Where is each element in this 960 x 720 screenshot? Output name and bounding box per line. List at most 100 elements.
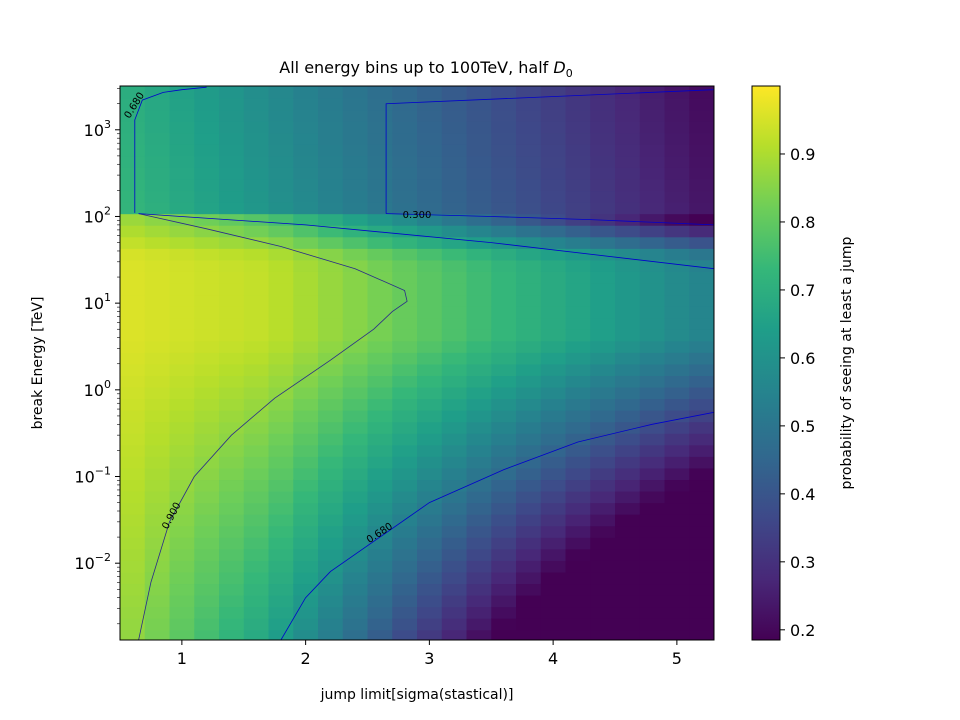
heatmap-cell xyxy=(615,502,641,515)
heatmap-cell xyxy=(219,178,245,192)
heatmap-cell xyxy=(293,433,319,446)
heatmap-cell xyxy=(664,340,690,353)
heatmap-cell xyxy=(417,375,443,388)
heatmap-cell xyxy=(590,514,616,527)
heatmap-cell xyxy=(194,213,220,226)
heatmap-cell xyxy=(169,421,195,434)
heatmap-cell xyxy=(392,121,418,134)
heatmap-cell xyxy=(689,479,714,492)
heatmap-cell xyxy=(120,86,146,99)
heatmap-cell xyxy=(540,340,567,353)
heatmap-cell xyxy=(243,560,270,573)
heatmap-cell xyxy=(590,467,616,481)
heatmap-cell xyxy=(441,225,468,238)
heatmap-cell xyxy=(194,259,220,272)
heatmap-cell xyxy=(466,213,492,226)
heatmap-cell xyxy=(639,306,666,319)
heatmap-cell xyxy=(219,282,245,296)
heatmap-cell xyxy=(516,548,542,561)
heatmap-cell xyxy=(169,363,195,376)
heatmap-cell xyxy=(194,571,220,585)
heatmap-cell xyxy=(219,479,245,492)
heatmap-cell xyxy=(169,132,195,145)
colorbar xyxy=(751,85,781,641)
heatmap-cell xyxy=(466,109,492,122)
colorbar-tick-label: 0.5 xyxy=(790,417,815,436)
heatmap-cell xyxy=(590,225,616,238)
heatmap-cell xyxy=(615,178,641,192)
heatmap-cell xyxy=(219,167,245,180)
heatmap-cell xyxy=(120,213,146,226)
heatmap-cell xyxy=(664,537,690,550)
heatmap-cell xyxy=(120,178,146,192)
heatmap-cell xyxy=(639,537,666,550)
heatmap-cell xyxy=(367,294,393,307)
heatmap-cell xyxy=(392,144,418,157)
heatmap-cell xyxy=(268,514,294,527)
heatmap-cell xyxy=(144,271,171,284)
heatmap-cell xyxy=(540,248,567,261)
heatmap-cell xyxy=(392,594,418,608)
heatmap-cell xyxy=(441,132,468,145)
heatmap-cell xyxy=(639,259,666,272)
heatmap-cell xyxy=(169,248,195,261)
heatmap-cell xyxy=(169,259,195,272)
heatmap-cell xyxy=(540,490,567,504)
heatmap-cell xyxy=(639,398,666,411)
heatmap-cell xyxy=(318,248,344,261)
heatmap-cell xyxy=(268,121,294,134)
heatmap-cell xyxy=(293,340,319,353)
heatmap-cell xyxy=(120,248,146,261)
heatmap-cell xyxy=(120,490,146,504)
heatmap-cell xyxy=(466,306,492,319)
heatmap-cell xyxy=(293,456,319,469)
heatmap-cell xyxy=(565,225,591,238)
heatmap-cell xyxy=(268,167,294,180)
heatmap-cell xyxy=(689,282,714,296)
heatmap-cell xyxy=(516,109,542,122)
heatmap-cell xyxy=(664,456,690,469)
heatmap-cell xyxy=(268,259,294,272)
heatmap-cell xyxy=(243,618,270,631)
heatmap-cell xyxy=(392,537,418,550)
heatmap-cell xyxy=(590,571,616,585)
heatmap-cell xyxy=(466,479,492,492)
heatmap-cell xyxy=(417,98,443,111)
heatmap-cell xyxy=(120,583,146,596)
heatmap-cell xyxy=(664,618,690,631)
heatmap-cell xyxy=(144,433,171,446)
heatmap-cell xyxy=(268,398,294,411)
heatmap-cell xyxy=(342,178,369,192)
heatmap-cell xyxy=(639,629,666,640)
heatmap-cell xyxy=(565,560,591,573)
heatmap-cell xyxy=(491,490,517,504)
heatmap-cell xyxy=(219,329,245,342)
heatmap-cell xyxy=(120,352,146,365)
heatmap-cell xyxy=(441,502,468,515)
heatmap-cell xyxy=(392,306,418,319)
heatmap-cell xyxy=(441,583,468,596)
heatmap-cell xyxy=(243,537,270,550)
heatmap-cell xyxy=(293,86,319,99)
colorbar-tick-label: 0.6 xyxy=(790,349,815,368)
heatmap-cell xyxy=(342,167,369,180)
heatmap-cell xyxy=(144,282,171,296)
heatmap-cell xyxy=(268,537,294,550)
heatmap-cell xyxy=(516,248,542,261)
heatmap-cell xyxy=(268,363,294,376)
heatmap-cell xyxy=(540,236,567,249)
heatmap-cell xyxy=(689,236,714,249)
heatmap-cell xyxy=(639,479,666,492)
heatmap-cell xyxy=(565,467,591,481)
heatmap-cell xyxy=(293,282,319,296)
heatmap-cell xyxy=(565,98,591,111)
heatmap-cell xyxy=(120,329,146,342)
heatmap-cell xyxy=(664,132,690,145)
heatmap-cell xyxy=(120,548,146,561)
heatmap-cell xyxy=(590,433,616,446)
heatmap-cell xyxy=(491,456,517,469)
heatmap-cell xyxy=(342,537,369,550)
heatmap-cell xyxy=(417,467,443,481)
heatmap-cell xyxy=(318,502,344,515)
heatmap-cell xyxy=(615,490,641,504)
